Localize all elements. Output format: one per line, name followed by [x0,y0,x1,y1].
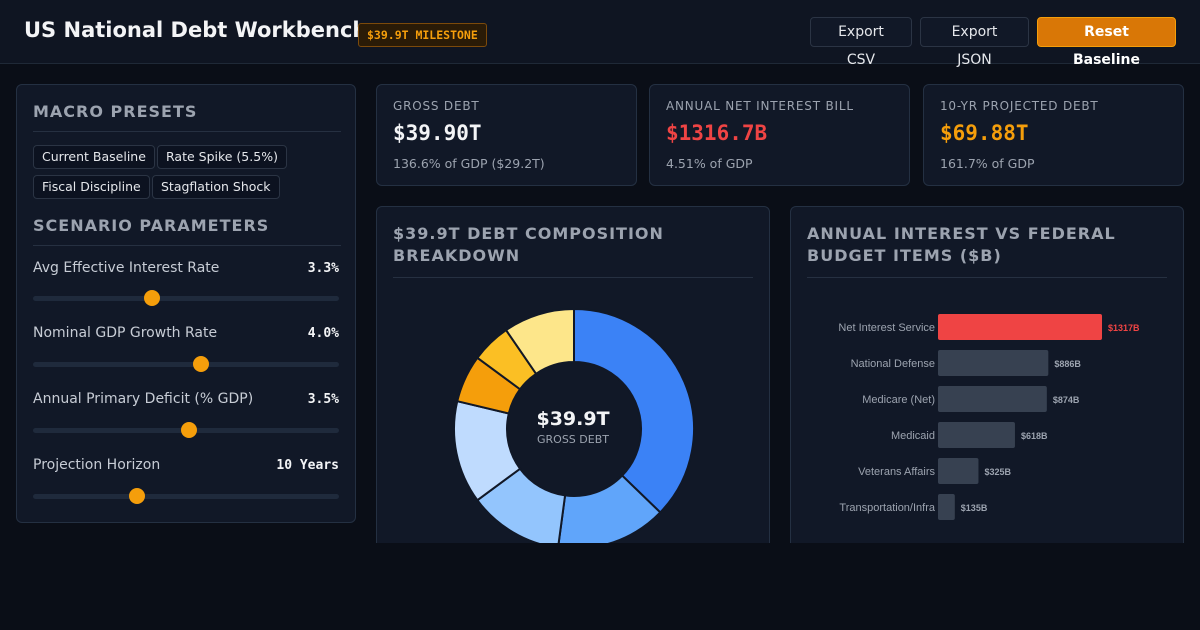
kpi-value: $69.88T [940,121,1029,145]
kpi-subtext: 161.7% of GDP [940,156,1035,171]
bar-category-label: Medicare (Net) [862,394,935,406]
bar-chart: Net Interest Service $1317B National Defen… [838,314,1140,520]
gdp-growth-label: Nominal GDP Growth Rate [33,325,218,341]
gross-debt-card: GROSS DEBT $39.90T 136.6% of GDP ($29.2T… [376,84,637,186]
primary-deficit-label: Annual Primary Deficit (% GDP) [33,391,254,407]
kpi-label: GROSS DEBT [393,99,480,113]
net-interest-card: ANNUAL NET INTEREST BILL $1316.7B 4.51% … [649,84,910,186]
primary-deficit-slider[interactable] [33,422,339,438]
milestone-badge: $39.9T MILESTONE [358,23,487,47]
viewport-bottom [0,543,1200,630]
app-title: US National Debt Workbench [24,18,368,42]
donut-slice[interactable] [504,307,575,376]
projected-debt-card: 10-YR PROJECTED DEBT $69.88T 161.7% of G… [923,84,1184,186]
presets-heading: MACRO PRESETS [33,102,341,132]
top-bar: US National Debt Workbench $39.9T MILEST… [0,0,1200,68]
bar-category-label: Net Interest Service [838,322,935,334]
bar-value-label: $874B [1053,395,1080,405]
bar-value-label: $1317B [1108,323,1140,333]
bar-category-label: National Defense [851,358,935,370]
reset-baseline-button[interactable]: Reset Baseline [1037,17,1176,68]
bar[interactable] [938,422,1015,448]
export-json-button[interactable]: Export JSON [920,17,1029,68]
bar-value-label: $886B [1054,359,1081,369]
bar-category-label: Veterans Affairs [858,466,935,478]
bar[interactable] [938,314,1102,340]
bar-value-label: $325B [984,467,1011,477]
bar-value-label: $135B [961,503,988,513]
export-csv-button[interactable]: Export CSV [810,17,912,68]
kpi-value: $1316.7B [666,121,768,145]
donut-slice[interactable] [573,307,695,514]
primary-deficit-value: 3.5% [307,392,339,407]
interest-rate-value: 3.3% [307,261,339,276]
projection-horizon-value: 10 Years [276,458,339,473]
kpi-subtext: 4.51% of GDP [666,156,753,171]
parameters-heading: SCENARIO PARAMETERS [33,216,341,246]
interest-rate-slider[interactable] [33,290,339,306]
bar-category-label: Transportation/Infra [839,502,935,514]
kpi-subtext: 136.6% of GDP ($29.2T) [393,156,545,171]
slider-thumb[interactable] [181,422,198,438]
bar-category-label: Medicaid [891,430,935,442]
sidebar-panel: MACRO PRESETS Current Baseline Rate Spik… [16,84,356,523]
preset-current-baseline[interactable]: Current Baseline [33,145,155,169]
interest-vs-budget-panel: ANNUAL INTEREST VS FEDERAL BUDGET ITEMS … [790,206,1184,551]
bar[interactable] [938,458,979,484]
preset-rate-spike[interactable]: Rate Spike (5.5%) [157,145,287,169]
donut-chart-title: $39.9T DEBT COMPOSITION BREAKDOWN [393,223,753,278]
bar-value-label: $618B [1021,431,1048,441]
slider-thumb[interactable] [193,356,210,372]
debt-composition-panel: $39.9T DEBT COMPOSITION BREAKDOWN $39.9T… [376,206,770,551]
kpi-label: ANNUAL NET INTEREST BILL [666,99,854,113]
donut-chart [453,307,695,550]
projection-horizon-slider[interactable] [33,488,339,504]
gdp-growth-value: 4.0% [307,326,339,341]
bar[interactable] [938,350,1049,376]
interest-rate-label: Avg Effective Interest Rate [33,260,220,276]
slider-thumb[interactable] [144,290,161,306]
donut-center-value: $39.9T [536,408,610,430]
slider-thumb[interactable] [129,488,146,504]
preset-fiscal-discipline[interactable]: Fiscal Discipline [33,175,150,199]
bar[interactable] [938,386,1047,412]
kpi-value: $39.90T [393,121,482,145]
gdp-growth-slider[interactable] [33,356,339,372]
donut-center-label: GROSS DEBT [537,433,609,446]
bar[interactable] [938,494,955,520]
kpi-label: 10-YR PROJECTED DEBT [940,99,1099,113]
projection-horizon-label: Projection Horizon [33,457,161,473]
preset-stagflation-shock[interactable]: Stagflation Shock [152,175,280,199]
bar-chart-title: ANNUAL INTEREST VS FEDERAL BUDGET ITEMS … [807,223,1167,278]
